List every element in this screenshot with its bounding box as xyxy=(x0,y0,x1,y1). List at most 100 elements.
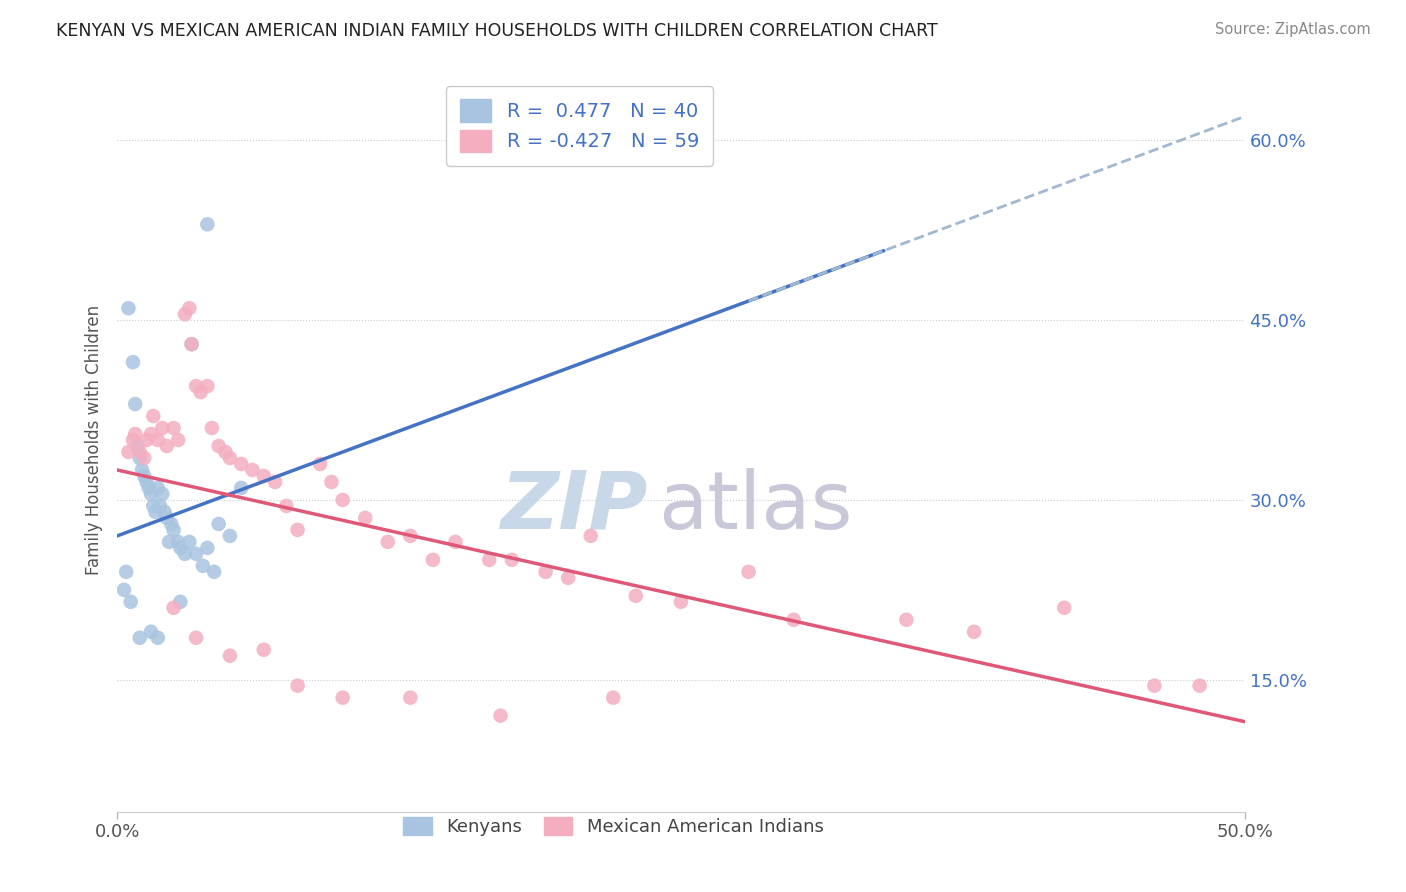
Point xyxy=(399,529,422,543)
Point xyxy=(135,433,157,447)
Point xyxy=(142,499,165,513)
Y-axis label: Family Households with Children: Family Households with Children xyxy=(86,305,103,575)
Legend: Kenyans, Mexican American Indians: Kenyans, Mexican American Indians xyxy=(395,810,831,843)
Point xyxy=(128,445,150,459)
Point xyxy=(167,534,190,549)
Point xyxy=(1143,679,1166,693)
Point xyxy=(139,487,162,501)
Point xyxy=(287,523,309,537)
Point xyxy=(169,541,191,555)
Point xyxy=(253,642,276,657)
Point xyxy=(139,427,162,442)
Point xyxy=(146,433,169,447)
Point xyxy=(669,595,692,609)
Point xyxy=(197,541,219,555)
Point xyxy=(321,475,343,489)
Point xyxy=(287,679,309,693)
Point xyxy=(135,475,157,489)
Point xyxy=(184,631,207,645)
Point xyxy=(169,595,191,609)
Point xyxy=(162,421,184,435)
Text: Source: ZipAtlas.com: Source: ZipAtlas.com xyxy=(1215,22,1371,37)
Point xyxy=(377,534,399,549)
Point xyxy=(197,379,219,393)
Text: atlas: atlas xyxy=(658,468,853,546)
Point xyxy=(112,582,135,597)
Point xyxy=(149,499,172,513)
Point xyxy=(534,565,557,579)
Point xyxy=(219,450,242,465)
Point xyxy=(782,613,804,627)
Point xyxy=(180,337,202,351)
Point xyxy=(231,481,253,495)
Point xyxy=(231,457,253,471)
Point xyxy=(201,421,224,435)
Point xyxy=(150,487,173,501)
Point xyxy=(276,499,298,513)
Point xyxy=(139,624,162,639)
Point xyxy=(146,631,169,645)
Point xyxy=(602,690,624,705)
Point xyxy=(162,600,184,615)
Point xyxy=(156,511,179,525)
Point xyxy=(253,469,276,483)
Point xyxy=(160,516,183,531)
Point xyxy=(128,631,150,645)
Point xyxy=(124,427,146,442)
Point xyxy=(145,505,167,519)
Point xyxy=(219,648,242,663)
Point xyxy=(489,708,512,723)
Point xyxy=(208,439,231,453)
Point xyxy=(122,355,145,369)
Point xyxy=(1053,600,1076,615)
Point xyxy=(184,547,207,561)
Point xyxy=(242,463,264,477)
Point xyxy=(1188,679,1211,693)
Point xyxy=(557,571,579,585)
Point xyxy=(354,511,377,525)
Point xyxy=(579,529,602,543)
Point xyxy=(309,457,332,471)
Point xyxy=(179,301,201,316)
Point xyxy=(156,439,179,453)
Point xyxy=(128,450,150,465)
Point xyxy=(124,397,146,411)
Point xyxy=(173,307,195,321)
Point xyxy=(191,558,214,573)
Point xyxy=(179,534,201,549)
Point xyxy=(478,553,501,567)
Point xyxy=(142,409,165,423)
Point xyxy=(737,565,759,579)
Point xyxy=(197,217,219,231)
Point xyxy=(134,469,156,483)
Point xyxy=(134,450,156,465)
Point xyxy=(208,516,231,531)
Point xyxy=(117,445,139,459)
Text: KENYAN VS MEXICAN AMERICAN INDIAN FAMILY HOUSEHOLDS WITH CHILDREN CORRELATION CH: KENYAN VS MEXICAN AMERICAN INDIAN FAMILY… xyxy=(56,22,938,40)
Point xyxy=(332,492,354,507)
Point xyxy=(624,589,647,603)
Point xyxy=(122,433,145,447)
Point xyxy=(146,481,169,495)
Point xyxy=(173,547,195,561)
Point xyxy=(153,505,176,519)
Point xyxy=(184,379,207,393)
Point xyxy=(399,690,422,705)
Point xyxy=(157,534,180,549)
Point xyxy=(131,463,153,477)
Point xyxy=(115,565,138,579)
Point xyxy=(219,529,242,543)
Point xyxy=(150,421,173,435)
Text: ZIP: ZIP xyxy=(499,468,647,546)
Point xyxy=(138,481,160,495)
Point xyxy=(501,553,523,567)
Point xyxy=(190,385,212,400)
Point xyxy=(963,624,986,639)
Point xyxy=(896,613,918,627)
Point xyxy=(167,433,190,447)
Point xyxy=(444,534,467,549)
Point xyxy=(422,553,444,567)
Point xyxy=(127,439,149,453)
Point xyxy=(214,445,236,459)
Point xyxy=(264,475,287,489)
